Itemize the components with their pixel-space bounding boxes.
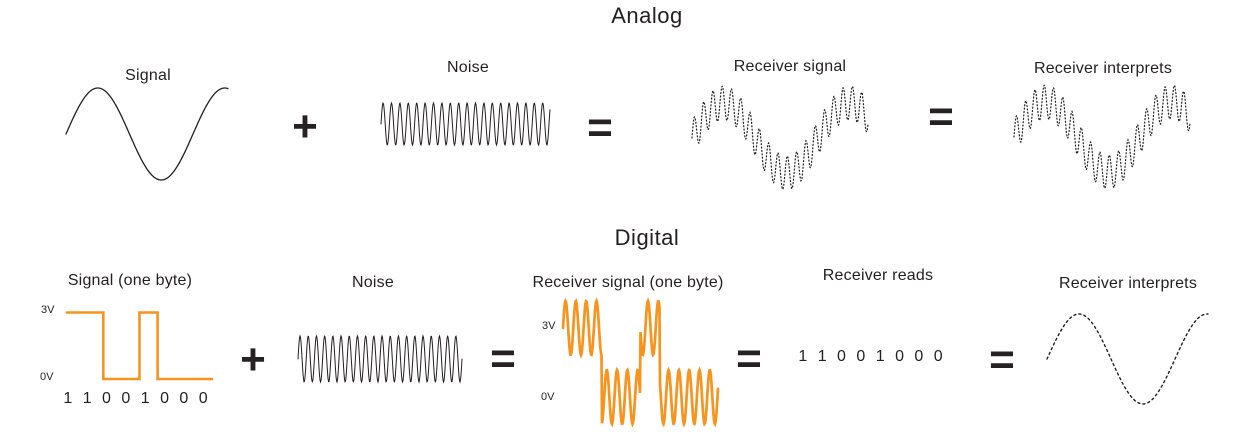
analog-equals-operator-2: = bbox=[928, 92, 954, 141]
digital-receiver-interprets-label: Receiver interprets bbox=[1058, 275, 1198, 292]
analog-plus-operator: + bbox=[292, 102, 318, 151]
analog-receiver-signal-wave bbox=[691, 85, 869, 190]
digital-receiver-reads-label: Receiver reads bbox=[822, 267, 934, 284]
digital-signal-low-voltage-label: 0V bbox=[40, 371, 54, 383]
digital-signal-bits: 1 1 0 0 1 0 0 0 bbox=[63, 390, 211, 407]
digital-receiver-interprets-wave bbox=[1046, 313, 1209, 405]
analog-receiver-signal-label: Receiver signal bbox=[733, 58, 847, 75]
digital-equals-operator-2: = bbox=[736, 334, 762, 383]
digital-noise-wave bbox=[297, 334, 463, 384]
analog-equals-operator-1: = bbox=[587, 103, 613, 152]
analog-section-title: Analog bbox=[611, 3, 683, 28]
digital-receiver-high-voltage-label: 3V bbox=[542, 320, 556, 332]
analog-signal-wave bbox=[65, 87, 229, 181]
digital-receiver-signal-wave bbox=[561, 297, 720, 428]
analog-receiver-interprets-label: Receiver interprets bbox=[1033, 60, 1173, 77]
digital-signal-label: Signal (one byte) bbox=[67, 272, 193, 289]
digital-signal-high-voltage-label: 3V bbox=[41, 304, 55, 316]
digital-equals-operator-3: = bbox=[989, 335, 1015, 384]
digital-equals-operator-1: = bbox=[490, 334, 516, 383]
digital-plus-operator: + bbox=[240, 335, 266, 384]
digital-section-title: Digital bbox=[614, 225, 680, 250]
digital-signal-wave bbox=[65, 311, 214, 381]
analog-noise-label: Noise bbox=[447, 59, 489, 76]
digital-receiver-reads-bits: 1 1 0 0 1 0 0 0 bbox=[798, 348, 946, 365]
analog-noise-wave bbox=[380, 101, 551, 147]
analog-signal-label: Signal bbox=[125, 67, 171, 84]
digital-noise-label: Noise bbox=[352, 274, 394, 291]
analog-receiver-interprets-wave bbox=[1013, 84, 1191, 189]
digital-receiver-signal-label: Receiver signal (one byte) bbox=[532, 274, 724, 291]
digital-receiver-low-voltage-label: 0V bbox=[541, 391, 555, 403]
